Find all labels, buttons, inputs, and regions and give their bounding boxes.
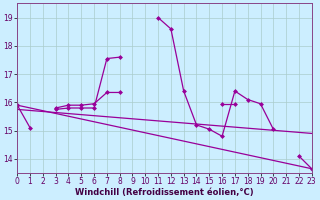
X-axis label: Windchill (Refroidissement éolien,°C): Windchill (Refroidissement éolien,°C) <box>75 188 254 197</box>
